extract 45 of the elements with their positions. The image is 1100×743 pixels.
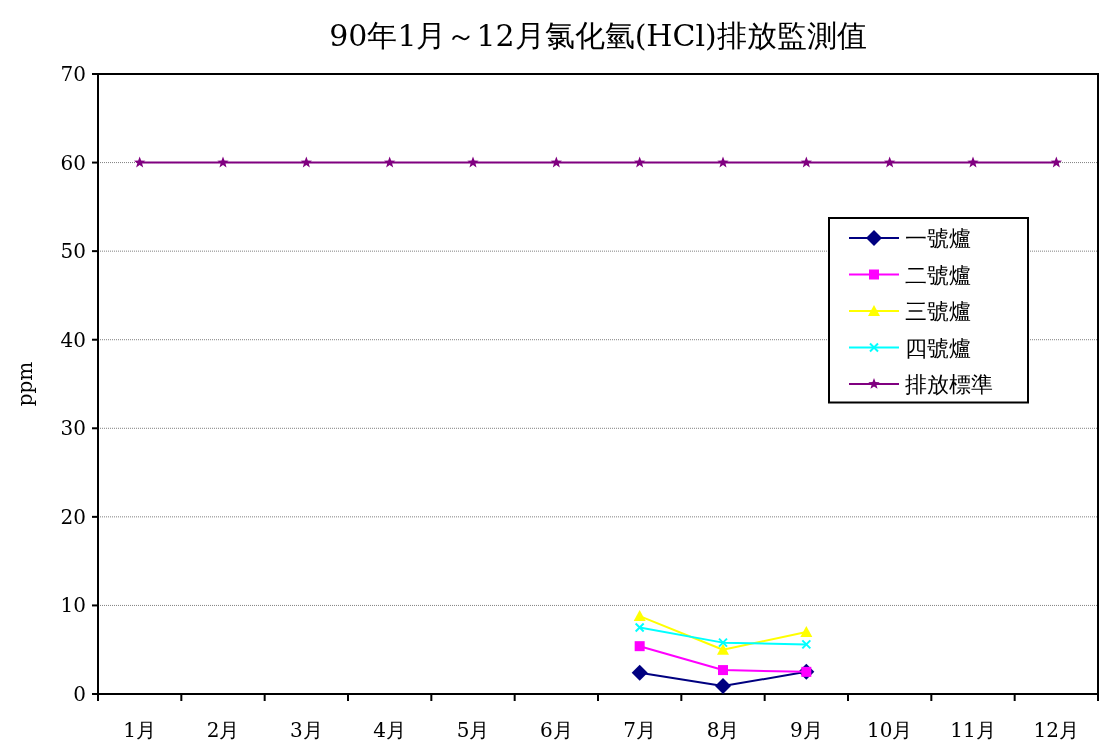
x-tick-label: 6月	[539, 718, 573, 742]
x-tick-label: 1月	[123, 718, 157, 742]
point	[634, 622, 645, 633]
x-tick-label: 10月	[866, 718, 913, 742]
y-axis-title: ppm	[13, 361, 37, 407]
point	[718, 637, 728, 648]
legend-label: 四號爐	[905, 335, 971, 361]
point	[718, 665, 728, 676]
y-tick-label: 50	[60, 239, 86, 264]
x-tick-label: 11月	[950, 718, 996, 742]
point	[133, 156, 146, 168]
x-tick-label: 7月	[623, 718, 657, 742]
point	[383, 156, 396, 168]
point	[883, 156, 896, 168]
legend-label: 排放標準	[905, 372, 993, 397]
chart-title: 90年1月～12月氯化氫(HCl)排放監測值	[329, 18, 867, 53]
y-tick-label: 0	[73, 682, 86, 706]
point	[300, 156, 313, 168]
point	[550, 156, 563, 168]
point	[634, 641, 645, 652]
point	[800, 626, 813, 637]
point	[1050, 156, 1063, 168]
point	[715, 678, 731, 695]
x-tick-label: 12月	[1033, 718, 1080, 742]
y-tick-label: 20	[60, 504, 86, 529]
x-tick-label: 2月	[206, 718, 240, 742]
x-tick-label: 5月	[456, 718, 490, 742]
x-tick-label: 3月	[289, 718, 323, 742]
point	[633, 156, 646, 168]
legend-label: 一號爐	[905, 226, 971, 251]
legend-label: 二號爐	[905, 262, 971, 288]
point	[800, 156, 813, 168]
x-tick-label: 8月	[706, 718, 740, 742]
point	[631, 664, 648, 681]
point	[633, 610, 646, 622]
y-tick-label: 30	[60, 416, 86, 441]
point	[801, 639, 812, 650]
y-tick-label: 40	[60, 327, 86, 352]
x-tick-label: 9月	[789, 718, 823, 742]
y-tick-label: 10	[60, 593, 86, 618]
x-tick-label: 4月	[373, 718, 407, 742]
y-tick-label: 60	[60, 150, 86, 175]
legend-label: 三號爐	[905, 299, 971, 324]
point	[717, 643, 729, 655]
y-tick-label: 70	[60, 62, 86, 86]
